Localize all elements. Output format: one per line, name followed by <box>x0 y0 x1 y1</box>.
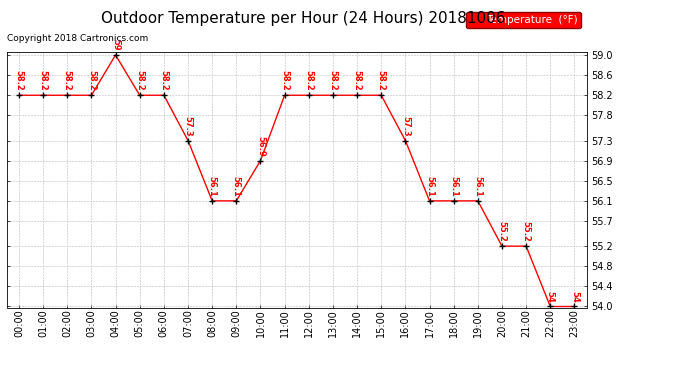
Text: Copyright 2018 Cartronics.com: Copyright 2018 Cartronics.com <box>7 34 148 43</box>
Text: 58.2: 58.2 <box>39 70 48 91</box>
Text: 58.2: 58.2 <box>328 70 337 91</box>
Legend: Temperature  (°F): Temperature (°F) <box>466 12 581 28</box>
Text: 58.2: 58.2 <box>353 70 362 91</box>
Text: 58.2: 58.2 <box>135 70 144 91</box>
Text: 57.3: 57.3 <box>401 116 410 136</box>
Text: 56.1: 56.1 <box>208 176 217 197</box>
Text: 57.3: 57.3 <box>184 116 193 136</box>
Text: 55.2: 55.2 <box>497 221 506 242</box>
Text: 56.1: 56.1 <box>425 176 434 197</box>
Text: 56.1: 56.1 <box>449 176 458 197</box>
Text: 58.2: 58.2 <box>280 70 289 91</box>
Text: 56.1: 56.1 <box>473 176 482 197</box>
Text: 55.2: 55.2 <box>522 221 531 242</box>
Text: 58.2: 58.2 <box>87 70 96 91</box>
Text: 58.2: 58.2 <box>159 70 168 91</box>
Text: 54: 54 <box>570 291 579 302</box>
Text: 58.2: 58.2 <box>377 70 386 91</box>
Text: 56.1: 56.1 <box>232 176 241 197</box>
Text: 56.9: 56.9 <box>256 136 265 156</box>
Text: 58.2: 58.2 <box>14 70 23 91</box>
Text: 58.2: 58.2 <box>304 70 313 91</box>
Text: 59: 59 <box>111 39 120 51</box>
Text: Outdoor Temperature per Hour (24 Hours) 20181006: Outdoor Temperature per Hour (24 Hours) … <box>101 11 506 26</box>
Text: 58.2: 58.2 <box>63 70 72 91</box>
Text: 54: 54 <box>546 291 555 302</box>
